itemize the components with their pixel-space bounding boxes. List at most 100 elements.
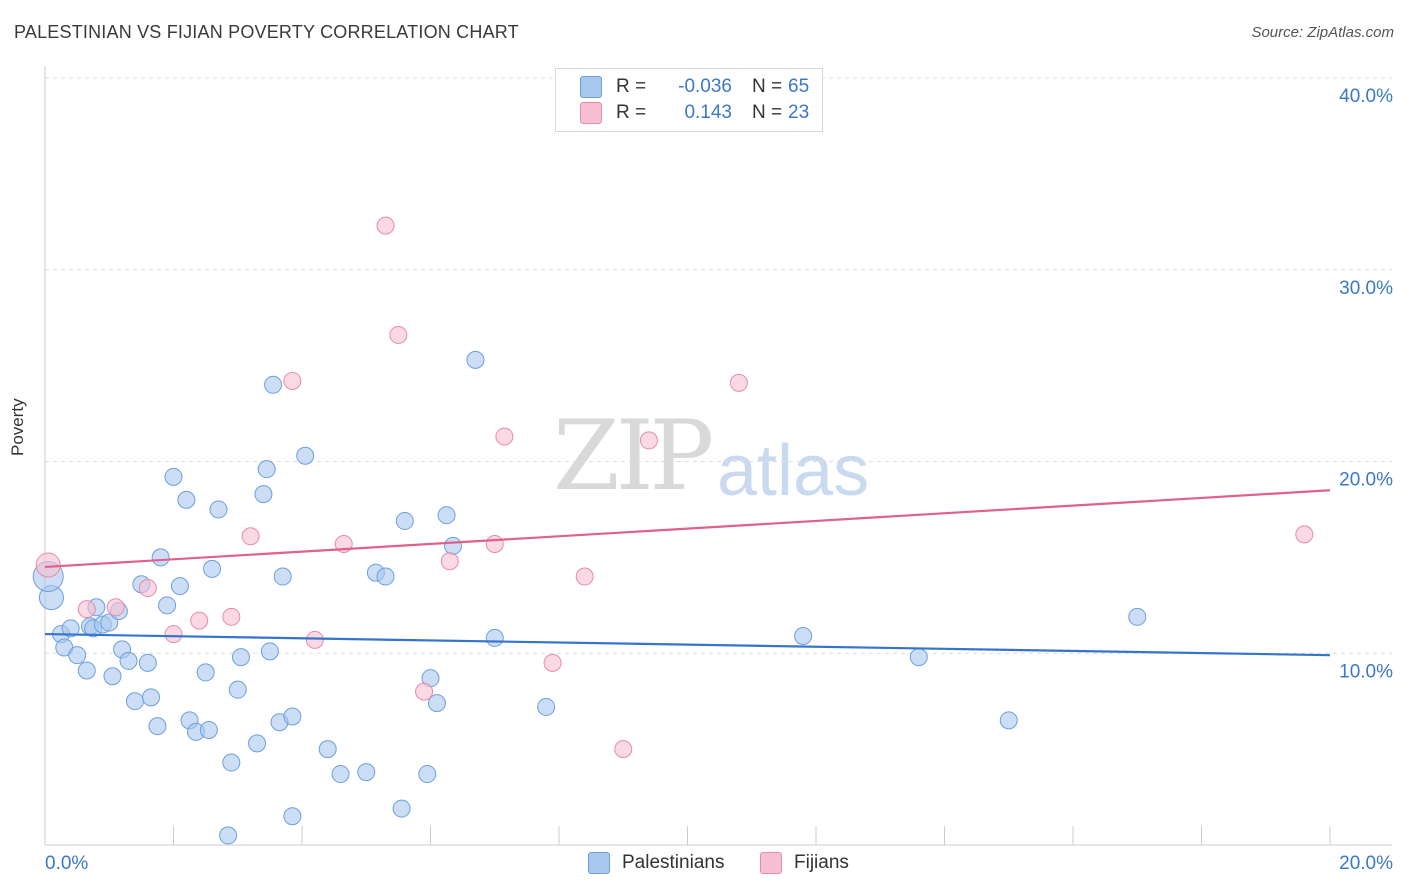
fijians-swatch [580, 102, 602, 124]
palestinian-point [260, 642, 279, 661]
palestinian-point [61, 619, 80, 638]
palestinian-point [196, 663, 215, 682]
x-tick-label: 20.0% [1339, 853, 1393, 874]
y-tick-label: 40.0% [1339, 86, 1393, 107]
palestinian-point [264, 375, 283, 394]
fijian-point [35, 552, 61, 578]
fijian-point [241, 527, 260, 546]
palestinian-point [68, 646, 87, 665]
fijian-point [376, 216, 395, 235]
fijian-point [222, 607, 241, 626]
n-value: 23 [788, 102, 810, 123]
palestinian-point [999, 711, 1018, 730]
palestinian-point [203, 559, 222, 578]
legend-label: Fijians [794, 852, 849, 873]
palestinian-point [209, 500, 228, 519]
palestinian-point [158, 596, 177, 615]
palestinian-point [283, 807, 302, 826]
n-value: 65 [788, 76, 810, 97]
n-label: N = [752, 102, 783, 123]
r-value: 0.143 [684, 102, 732, 123]
palestinian-point [219, 826, 238, 845]
palestinian-point [392, 799, 411, 818]
legend-item-fijians[interactable]: Fijians [760, 852, 849, 874]
palestinian-point [257, 460, 276, 479]
fijian-point [415, 682, 434, 701]
fijian-point [614, 740, 633, 759]
legend-row-fijians: R = 0.143 N = 23 [580, 100, 809, 126]
fijian-point [190, 611, 209, 630]
palestinian-point [376, 567, 395, 586]
watermark-atlas: atlas [717, 431, 870, 511]
r-label: R = [616, 102, 647, 123]
fijian-point [729, 373, 748, 392]
legend-label: Palestinians [622, 852, 725, 873]
palestinians-swatch [580, 76, 602, 98]
fijian-point [283, 371, 302, 390]
palestinian-point [100, 613, 119, 632]
fijian-point [440, 552, 459, 571]
legend-item-palestinians[interactable]: Palestinians [588, 852, 724, 874]
palestinian-point [283, 707, 302, 726]
palestinian-point [443, 536, 462, 555]
palestinian-point [318, 740, 337, 759]
palestinians-swatch [588, 852, 610, 874]
palestinian-point [119, 651, 138, 670]
fijian-point [543, 653, 562, 672]
palestinian-point [909, 648, 928, 667]
watermark-zip: ZIP [553, 400, 714, 512]
fijian-point [485, 534, 504, 553]
palestinian-point [77, 661, 96, 680]
y-axis-label: Poverty [8, 398, 27, 456]
y-tick-label: 20.0% [1339, 470, 1393, 491]
palestinian-point [395, 511, 414, 530]
palestinian-point [151, 548, 170, 567]
palestinian-point [273, 567, 292, 586]
palestinian-point [148, 717, 167, 736]
fijians-trendline [44, 489, 1331, 569]
palestinians-trendline [44, 632, 1331, 657]
palestinian-point [164, 467, 183, 486]
palestinian-point [142, 688, 161, 707]
source-label: Source: ZipAtlas.com [1251, 24, 1394, 41]
palestinian-point [170, 577, 189, 596]
palestinian-point [177, 490, 196, 509]
fijian-point [138, 579, 157, 598]
palestinian-point [231, 648, 250, 667]
fijian-point [77, 600, 96, 619]
palestinian-point [794, 626, 813, 645]
y-tick-label: 30.0% [1339, 278, 1393, 299]
palestinian-point [248, 734, 267, 753]
palestinian-point [427, 694, 446, 713]
palestinian-point [331, 765, 350, 784]
palestinian-point [485, 628, 504, 647]
palestinian-point [296, 446, 315, 465]
palestinian-point [1128, 607, 1147, 626]
palestinian-point [222, 753, 241, 772]
legend-row-palestinians: R = -0.036 N = 65 [580, 74, 809, 100]
palestinian-point [138, 653, 157, 672]
fijian-point [1295, 525, 1314, 544]
series-legend: Palestinians Fijians [0, 852, 1406, 878]
x-tick-label: 0.0% [45, 853, 88, 874]
palestinian-point [228, 680, 247, 699]
palestinian-point [418, 765, 437, 784]
chart-title: PALESTINIAN VS FIJIAN POVERTY CORRELATIO… [14, 22, 519, 42]
fijian-point [106, 598, 125, 617]
r-value: -0.036 [678, 76, 732, 97]
palestinian-point [199, 720, 218, 739]
palestinian-point [254, 485, 273, 504]
fijians-swatch [760, 852, 782, 874]
r-label: R = [616, 76, 647, 97]
palestinian-point [357, 763, 376, 782]
fijian-point [164, 625, 183, 644]
fijian-point [575, 567, 594, 586]
fijian-point [389, 325, 408, 344]
y-tick-label: 10.0% [1339, 661, 1393, 682]
palestinian-point [103, 667, 122, 686]
palestinian-point [125, 692, 144, 711]
fijian-point [305, 630, 324, 649]
palestinian-point [437, 506, 456, 525]
stats-legend: R = -0.036 N = 65 R = 0.143 N = 23 [555, 68, 823, 132]
